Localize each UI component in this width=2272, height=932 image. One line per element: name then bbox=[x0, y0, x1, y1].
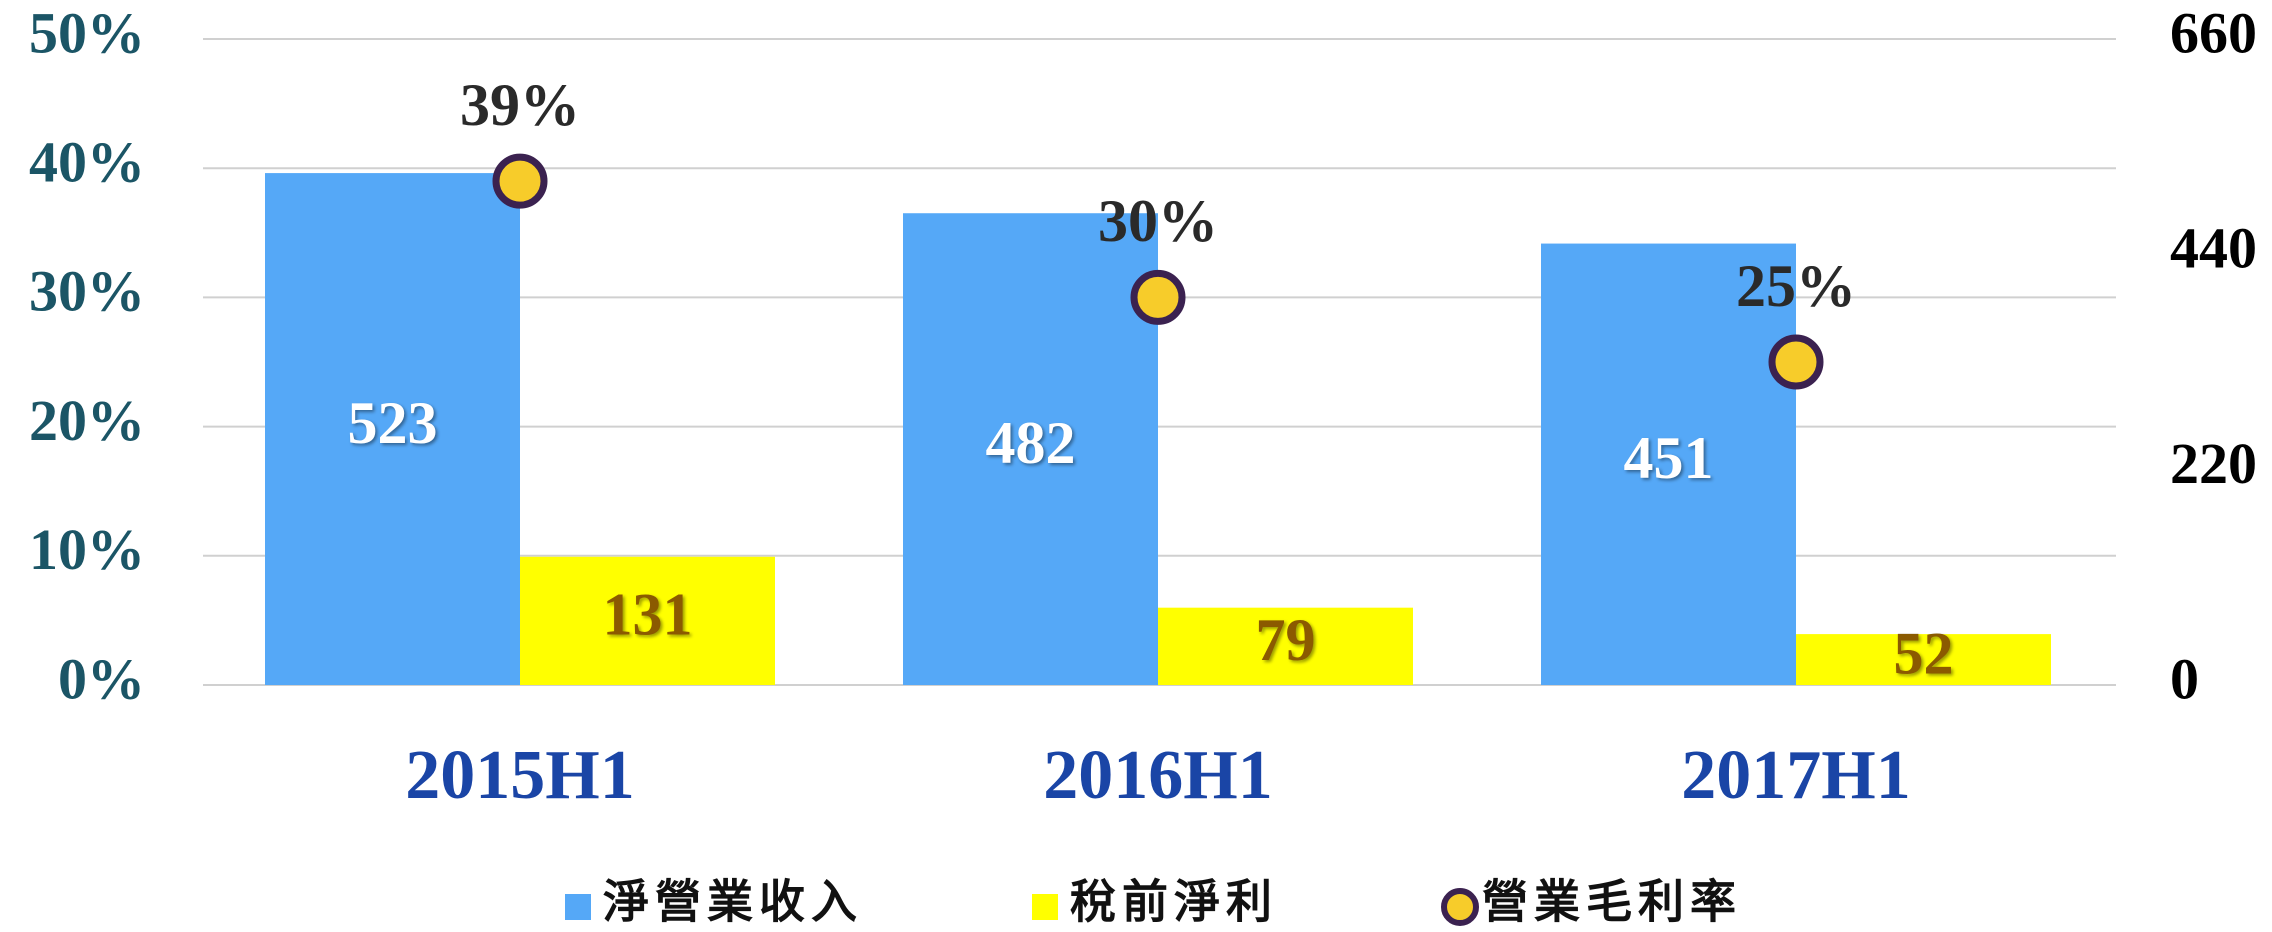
y-tick-label: 50% bbox=[29, 0, 145, 65]
legend-swatch bbox=[1441, 888, 1479, 926]
marker bbox=[1130, 269, 1186, 325]
y-tick-label: 40% bbox=[29, 130, 145, 195]
legend-label: 稅前淨利 bbox=[1070, 877, 1278, 928]
y-tick-label: 10% bbox=[29, 517, 145, 582]
legend-swatch bbox=[1032, 894, 1058, 920]
legend-swatch bbox=[565, 894, 591, 920]
bar-label: 523 bbox=[348, 390, 438, 456]
legend-label: 營業毛利率 bbox=[1482, 877, 1742, 928]
x-tick-label: 2016H1 bbox=[1043, 737, 1272, 814]
y2-tick-label: 220 bbox=[2170, 431, 2257, 496]
y-tick-label: 20% bbox=[29, 388, 145, 453]
x-tick-label: 2015H1 bbox=[405, 737, 634, 814]
bar-label: 451 bbox=[1624, 425, 1714, 491]
bar-label: 482 bbox=[986, 410, 1076, 476]
bar bbox=[903, 213, 1158, 685]
y2-tick-label: 0 bbox=[2170, 646, 2199, 711]
bar-label: 131 bbox=[603, 582, 693, 648]
marker-label: 30% bbox=[1098, 188, 1218, 254]
y2-tick-label: 440 bbox=[2170, 216, 2257, 281]
bar bbox=[1158, 607, 1413, 685]
legend-label: 淨營業收入 bbox=[603, 877, 863, 928]
marker bbox=[492, 153, 548, 209]
y-tick-label: 30% bbox=[29, 259, 145, 324]
bar bbox=[1541, 243, 1796, 686]
bar bbox=[265, 173, 520, 685]
bar bbox=[520, 556, 775, 685]
y2-tick-label: 660 bbox=[2170, 0, 2257, 65]
bar bbox=[1796, 634, 2051, 685]
marker bbox=[1768, 334, 1824, 390]
x-tick-label: 2017H1 bbox=[1681, 737, 1910, 814]
bar-label: 79 bbox=[1256, 607, 1316, 673]
bar-label: 52 bbox=[1894, 620, 1954, 686]
marker-label: 39% bbox=[460, 72, 580, 138]
marker-label: 25% bbox=[1736, 253, 1856, 319]
y-tick-label: 0% bbox=[58, 646, 145, 711]
